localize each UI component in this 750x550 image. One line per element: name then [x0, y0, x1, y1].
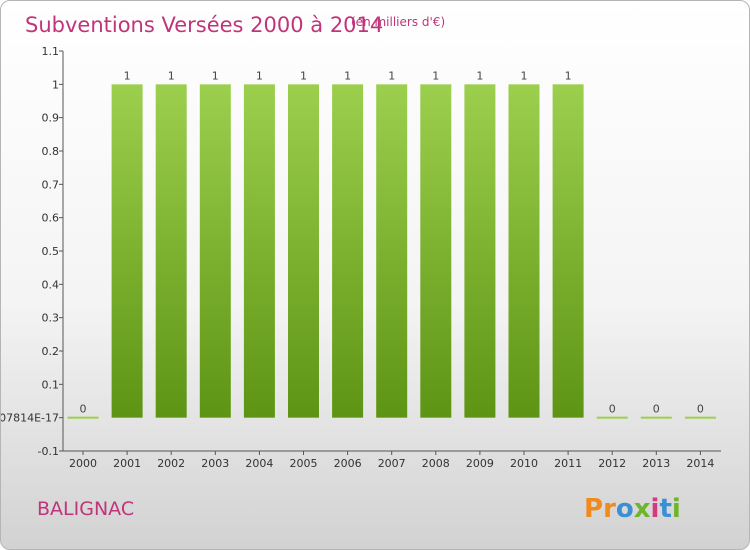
- bar: [420, 84, 452, 418]
- bar: [464, 84, 496, 418]
- commune-name: BALIGNAC: [37, 498, 134, 520]
- bar-value-label: 0: [653, 403, 660, 416]
- proxiti-logo: Proxiti: [584, 494, 681, 524]
- y-tick-label: 0.2: [42, 345, 60, 358]
- x-tick-label: 2008: [422, 457, 450, 470]
- y-tick-label: 0.6: [42, 212, 60, 225]
- bar: [199, 84, 231, 418]
- bar-value-label: 0: [697, 403, 704, 416]
- y-tick-label: 0.4: [42, 278, 60, 291]
- bar: [67, 416, 99, 419]
- data-labels: 0 1 1 1 1 1 1 1 1 1 1 1 0 0 0: [80, 69, 704, 415]
- x-tick-label: 2013: [642, 457, 670, 470]
- x-tick-label: 2000: [69, 457, 97, 470]
- y-axis: -0.1 1.3877787807814E-17 0.1 0.2 0.3 0.4 0.5 0.…: [1, 45, 64, 458]
- y-tick-label: -0.1: [38, 445, 59, 458]
- bar-value-label: 1: [300, 69, 307, 82]
- bar: [376, 84, 408, 418]
- bar-value-label: 1: [432, 69, 439, 82]
- x-tick-label: 2002: [157, 457, 185, 470]
- bar-value-label: 1: [388, 69, 395, 82]
- logo-letter: i: [651, 494, 660, 524]
- bar: [640, 416, 672, 419]
- x-tick-label: 2009: [466, 457, 494, 470]
- bar-value-label: 1: [521, 69, 528, 82]
- bar: [684, 416, 716, 419]
- x-axis: 2000 2001 2002 2003 2004 2005 2006 2007 2008 2009…: [63, 450, 721, 470]
- bar: [552, 84, 584, 418]
- bar-value-label: 0: [609, 403, 616, 416]
- logo-letter: P: [584, 494, 603, 524]
- y-tick-label: 0.8: [42, 145, 60, 158]
- y-tick-label: 0.1: [42, 378, 60, 391]
- x-tick-label: 2003: [201, 457, 229, 470]
- bar: [288, 84, 319, 418]
- y-tick-label: 0.5: [42, 245, 60, 258]
- bar-value-label: 1: [168, 69, 175, 82]
- x-tick-label: 2007: [378, 457, 406, 470]
- x-tick-label: 2004: [245, 457, 273, 470]
- bar: [111, 84, 143, 418]
- chart-title: Subventions Versées 2000 à 2014: [25, 13, 383, 37]
- x-tick-label: 2005: [290, 457, 318, 470]
- bar: [508, 84, 540, 418]
- bar: [155, 84, 187, 418]
- logo-letter: o: [616, 494, 634, 524]
- bar: [243, 84, 275, 418]
- bar: [332, 84, 364, 418]
- logo-letter: r: [603, 494, 616, 524]
- x-tick-label: 2011: [554, 457, 582, 470]
- bar-value-label: 1: [344, 69, 351, 82]
- x-tick-label: 2014: [686, 457, 714, 470]
- bar-value-label: 1: [476, 69, 483, 82]
- logo-letter: i: [672, 494, 681, 524]
- bar-value-label: 1: [124, 69, 131, 82]
- logo-letter: x: [634, 494, 651, 524]
- chart-subtitle: (en milliers d'€): [351, 15, 445, 29]
- bar: [596, 416, 628, 419]
- bar-series: [67, 84, 716, 419]
- bar-value-label: 0: [80, 403, 87, 416]
- x-tick-label: 2001: [113, 457, 141, 470]
- y-tick-label: 0.3: [42, 312, 60, 325]
- bar-value-label: 1: [212, 69, 219, 82]
- y-tick-label: 1.1: [42, 45, 60, 58]
- bar-value-label: 1: [565, 69, 572, 82]
- y-tick-label: 1.3877787807814E-17: [1, 412, 59, 425]
- y-tick-label: 1: [52, 78, 59, 91]
- bar-value-label: 1: [256, 69, 263, 82]
- logo-letter: t: [659, 494, 671, 524]
- x-tick-label: 2012: [598, 457, 626, 470]
- x-tick-label: 2010: [510, 457, 538, 470]
- y-tick-label: 0.7: [42, 178, 60, 191]
- x-tick-label: 2006: [334, 457, 362, 470]
- y-tick-label: 0.9: [42, 112, 60, 125]
